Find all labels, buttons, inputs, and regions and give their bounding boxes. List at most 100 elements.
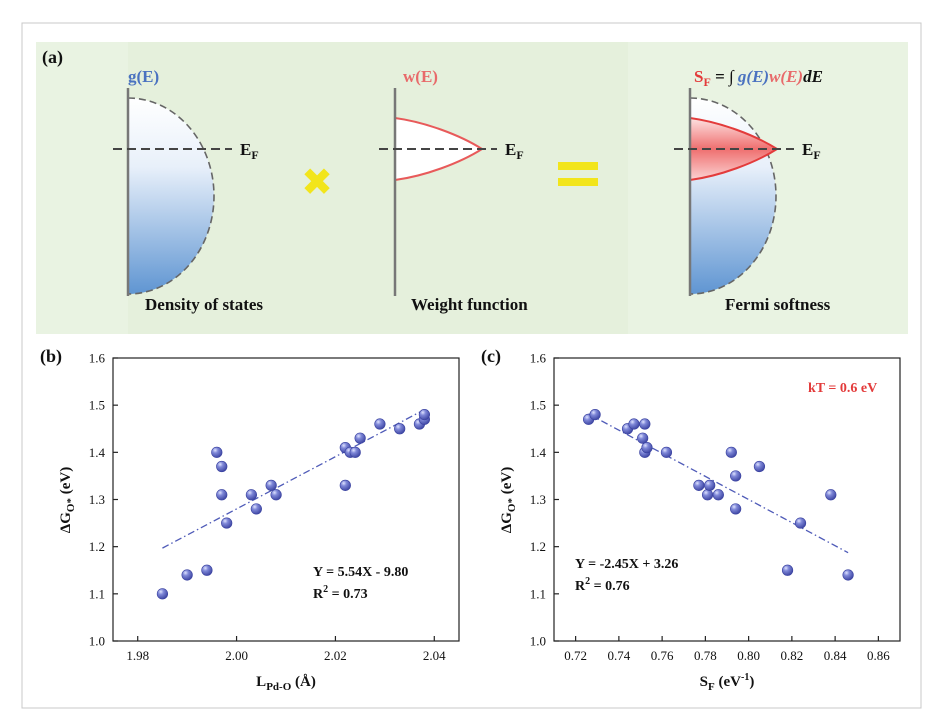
panel-b-data-point <box>211 446 223 458</box>
panel-c-fit <box>588 413 849 554</box>
panel-c-axes: 0.72 0.74 0.76 0.78 0.80 0.82 0.84 0.86 1.0 1.1 1.… <box>530 351 891 664</box>
panel-b-y-tick-label: 1.1 <box>89 586 105 601</box>
figure-border <box>21 22 922 709</box>
panel-b-y-tick-label: 1.6 <box>89 351 106 366</box>
panel-b-data-point <box>221 517 233 529</box>
panel-c-y-tick-label: 1.1 <box>530 586 546 601</box>
softness-dos-outline <box>689 97 777 295</box>
panel-c-x-tick-label: 0.82 <box>781 648 804 663</box>
panel-b-x-tick-label: 2.04 <box>423 648 446 663</box>
panel-c-data-point <box>660 446 673 458</box>
panel-b-y-axis-label: ΔGO* (eV) <box>58 467 77 533</box>
panel-b-axes: 1.98 2.00 2.02 2.04 1.0 1.1 1.2 1.3 1.4 1.5 1.6 <box>89 351 446 664</box>
panel-c-data-point <box>637 432 649 444</box>
panel-b-x-axis-label: LPd-O (Å) <box>256 674 316 693</box>
panel-c-points <box>582 409 854 581</box>
panel-c-data-point <box>725 446 737 458</box>
panel-c-fit-line <box>588 413 849 554</box>
panel-b-data-point <box>418 409 431 421</box>
dos-function-name: g(E) <box>128 67 159 86</box>
panel-c-y-axis-label: ΔGO* (eV) <box>499 467 518 533</box>
panel-c-fit-equation: Y = -2.45X + 3.26 <box>575 557 678 572</box>
panel-c-data-point <box>704 479 716 491</box>
panel-b-data-point <box>156 588 169 600</box>
panel-b-fit-equation: Y = 5.54X - 9.80 <box>313 565 408 580</box>
panel-c-x-tick-label: 0.80 <box>737 648 760 663</box>
dos-fill <box>128 98 214 294</box>
panel-b-data-point <box>245 489 257 501</box>
panel-c-x-tick-label: 0.72 <box>564 648 587 663</box>
dos-fermi-label: EF <box>240 140 259 162</box>
dos-caption: Density of states <box>145 295 263 314</box>
panel-c-x-tick-label: 0.86 <box>867 648 890 663</box>
panel-a-label: (a) <box>42 47 63 68</box>
panel-b-x-tick-label: 1.98 <box>126 648 149 663</box>
panel-b-data-point <box>250 503 262 515</box>
dos-diagram: g(E) EF Density of states <box>113 67 263 314</box>
weight-fermi-label: EF <box>505 140 524 162</box>
panel-c-data-point <box>730 503 742 515</box>
panel-b-y-tick-label: 1.0 <box>89 634 105 649</box>
weight-function-name: w(E) <box>403 67 438 86</box>
panel-b-r-squared: R2 = 0.73 <box>313 584 368 602</box>
panel-b-data-point <box>265 479 277 491</box>
panel-b-data-point <box>216 460 228 473</box>
panel-c-y-tick-label: 1.3 <box>530 492 546 507</box>
panel-c-y-tick-label: 1.0 <box>530 634 546 649</box>
panel-b-y-tick-label: 1.4 <box>89 445 106 460</box>
equals-icon <box>558 162 598 186</box>
panel-c-data-point <box>842 569 854 581</box>
panel-b-points <box>156 409 431 600</box>
panel-b-data-point <box>394 423 406 435</box>
panel-c-y-tick-label: 1.2 <box>530 539 546 554</box>
panel-b-y-tick-label: 1.2 <box>89 539 105 554</box>
panel-c-data-point <box>730 470 742 482</box>
panel-c-x-tick-label: 0.84 <box>824 648 847 663</box>
panel-c-plot-frame <box>553 357 901 642</box>
panel-c-data-point <box>639 418 651 430</box>
panel-b-label: (b) <box>40 346 62 367</box>
multiply-icon: ✖ <box>301 160 333 204</box>
panel-b-x-tick-label: 2.02 <box>324 648 347 663</box>
panel-c-x-axis-label: SF (eV-1) <box>700 672 755 693</box>
panel-c-data-point <box>825 489 837 501</box>
panel-c-data-point <box>693 479 705 491</box>
panel-c-y-tick-label: 1.5 <box>530 398 546 413</box>
softness-caption: Fermi softness <box>725 295 831 314</box>
weight-diagram: w(E) EF Weight function <box>379 67 528 314</box>
panel-c-data-point <box>641 442 653 454</box>
panel-b-data-point <box>270 489 282 501</box>
panel-b-data-point <box>354 432 366 444</box>
panel-c-data-point <box>753 460 766 473</box>
panel-b-data-point <box>216 489 228 501</box>
panel-c-r-squared: R2 = 0.76 <box>575 576 630 594</box>
softness-formula: SF = ∫ g(E)w(E)dE <box>694 67 823 89</box>
panel-c-data-point <box>712 489 724 501</box>
panel-b-data-point <box>339 479 351 491</box>
panel-c-kt-label: kT = 0.6 eV <box>808 381 877 396</box>
weight-caption: Weight function <box>411 295 528 314</box>
panel-b-data-point <box>374 418 386 430</box>
dos-outline <box>127 97 215 295</box>
softness-fermi-label: EF <box>802 140 821 162</box>
panel-c-x-tick-label: 0.78 <box>694 648 717 663</box>
panel-b-data-point <box>349 446 361 458</box>
panel-b: (b) 1.98 2.00 2.02 2.041.01.11.21.31.41.51.… <box>40 346 460 693</box>
panel-c-data-point <box>628 418 640 430</box>
panel-c-x-tick-label: 0.76 <box>651 648 674 663</box>
panel-c-data-point <box>701 489 714 501</box>
panel-b-fit-line <box>162 409 425 549</box>
panel-b-data-point <box>201 564 213 576</box>
panel-c: (c) 0.72 0.74 0.76 0.78 0.80 0.82 0.84 0.86 1.0 1… <box>481 346 901 693</box>
panel-b-x-tick-label: 2.00 <box>225 648 248 663</box>
panel-c-y-tick-label: 1.6 <box>530 351 547 366</box>
panel-c-y-tick-label: 1.4 <box>530 445 547 460</box>
panel-c-data-point <box>781 564 794 576</box>
panel-b-data-point <box>181 569 193 581</box>
panel-b-y-tick-label: 1.5 <box>89 398 105 413</box>
panel-c-data-point <box>589 409 601 421</box>
panel-b-y-tick-label: 1.3 <box>89 492 105 507</box>
panel-c-x-tick-label: 0.74 <box>608 648 631 663</box>
panel-a: (a) g(E) EF Density of states ✖ w(E) EF … <box>36 42 908 334</box>
